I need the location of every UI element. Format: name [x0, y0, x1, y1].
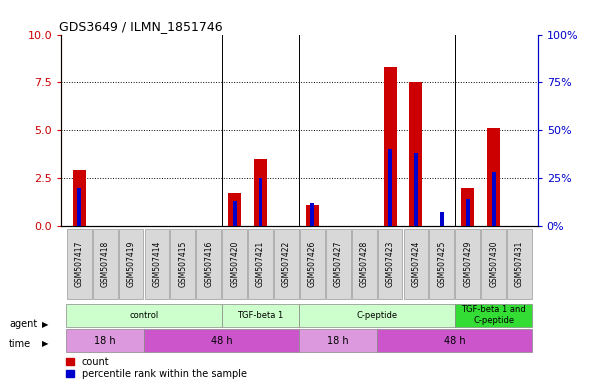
- Text: GSM507431: GSM507431: [515, 241, 524, 287]
- Bar: [487, 128, 500, 226]
- Bar: [228, 193, 241, 226]
- Legend: count, percentile rank within the sample: count, percentile rank within the sample: [66, 357, 246, 379]
- Text: 48 h: 48 h: [444, 336, 466, 346]
- Text: GDS3649 / ILMN_1851746: GDS3649 / ILMN_1851746: [59, 20, 222, 33]
- Text: control: control: [130, 311, 159, 319]
- Text: TGF-beta 1: TGF-beta 1: [238, 311, 284, 319]
- Text: GSM507429: GSM507429: [463, 241, 472, 287]
- Text: ▶: ▶: [42, 320, 48, 329]
- Text: GSM507415: GSM507415: [178, 241, 188, 287]
- Text: GSM507427: GSM507427: [334, 241, 343, 287]
- FancyBboxPatch shape: [119, 229, 144, 299]
- FancyBboxPatch shape: [222, 229, 247, 299]
- FancyBboxPatch shape: [403, 229, 428, 299]
- Text: GSM507416: GSM507416: [204, 241, 213, 287]
- FancyBboxPatch shape: [326, 229, 351, 299]
- Bar: [414, 153, 418, 226]
- FancyBboxPatch shape: [196, 229, 221, 299]
- FancyBboxPatch shape: [93, 229, 117, 299]
- Text: GSM507421: GSM507421: [256, 241, 265, 287]
- Text: GSM507414: GSM507414: [152, 241, 161, 287]
- Text: GSM507420: GSM507420: [230, 241, 239, 287]
- Bar: [409, 83, 422, 226]
- FancyBboxPatch shape: [455, 229, 480, 299]
- FancyBboxPatch shape: [352, 229, 376, 299]
- FancyBboxPatch shape: [481, 229, 506, 299]
- Text: agent: agent: [9, 319, 37, 329]
- Bar: [254, 159, 267, 226]
- FancyBboxPatch shape: [66, 329, 144, 352]
- Text: ▶: ▶: [42, 339, 48, 348]
- FancyBboxPatch shape: [248, 229, 273, 299]
- FancyBboxPatch shape: [300, 229, 325, 299]
- Bar: [77, 187, 81, 226]
- FancyBboxPatch shape: [507, 229, 532, 299]
- FancyBboxPatch shape: [170, 229, 196, 299]
- FancyBboxPatch shape: [430, 229, 455, 299]
- Text: GSM507425: GSM507425: [437, 241, 447, 287]
- Text: 18 h: 18 h: [327, 336, 349, 346]
- FancyBboxPatch shape: [66, 304, 222, 326]
- Bar: [233, 201, 236, 226]
- Text: GSM507426: GSM507426: [308, 241, 317, 287]
- Bar: [384, 67, 397, 226]
- Text: GSM507419: GSM507419: [126, 241, 136, 287]
- Bar: [73, 170, 86, 226]
- Bar: [492, 172, 496, 226]
- Bar: [306, 205, 319, 226]
- FancyBboxPatch shape: [299, 329, 377, 352]
- FancyBboxPatch shape: [455, 304, 533, 326]
- FancyBboxPatch shape: [274, 229, 299, 299]
- FancyBboxPatch shape: [67, 229, 92, 299]
- FancyBboxPatch shape: [299, 304, 455, 326]
- Bar: [310, 203, 314, 226]
- Text: GSM507428: GSM507428: [360, 241, 368, 287]
- Text: GSM507417: GSM507417: [75, 241, 84, 287]
- Text: C-peptide: C-peptide: [357, 311, 398, 319]
- Text: GSM507424: GSM507424: [411, 241, 420, 287]
- FancyBboxPatch shape: [144, 329, 299, 352]
- Bar: [388, 149, 392, 226]
- Bar: [258, 178, 263, 226]
- Text: 48 h: 48 h: [211, 336, 233, 346]
- FancyBboxPatch shape: [144, 229, 169, 299]
- Text: GSM507422: GSM507422: [282, 241, 291, 287]
- Text: GSM507418: GSM507418: [101, 241, 109, 287]
- Text: 18 h: 18 h: [94, 336, 116, 346]
- Text: TGF-beta 1 and
C-peptide: TGF-beta 1 and C-peptide: [461, 305, 526, 325]
- Text: GSM507423: GSM507423: [386, 241, 395, 287]
- FancyBboxPatch shape: [222, 304, 299, 326]
- Text: GSM507430: GSM507430: [489, 241, 498, 287]
- FancyBboxPatch shape: [377, 329, 533, 352]
- FancyBboxPatch shape: [378, 229, 403, 299]
- Bar: [461, 187, 474, 226]
- Bar: [466, 199, 470, 226]
- Bar: [440, 212, 444, 226]
- Text: time: time: [9, 339, 31, 349]
